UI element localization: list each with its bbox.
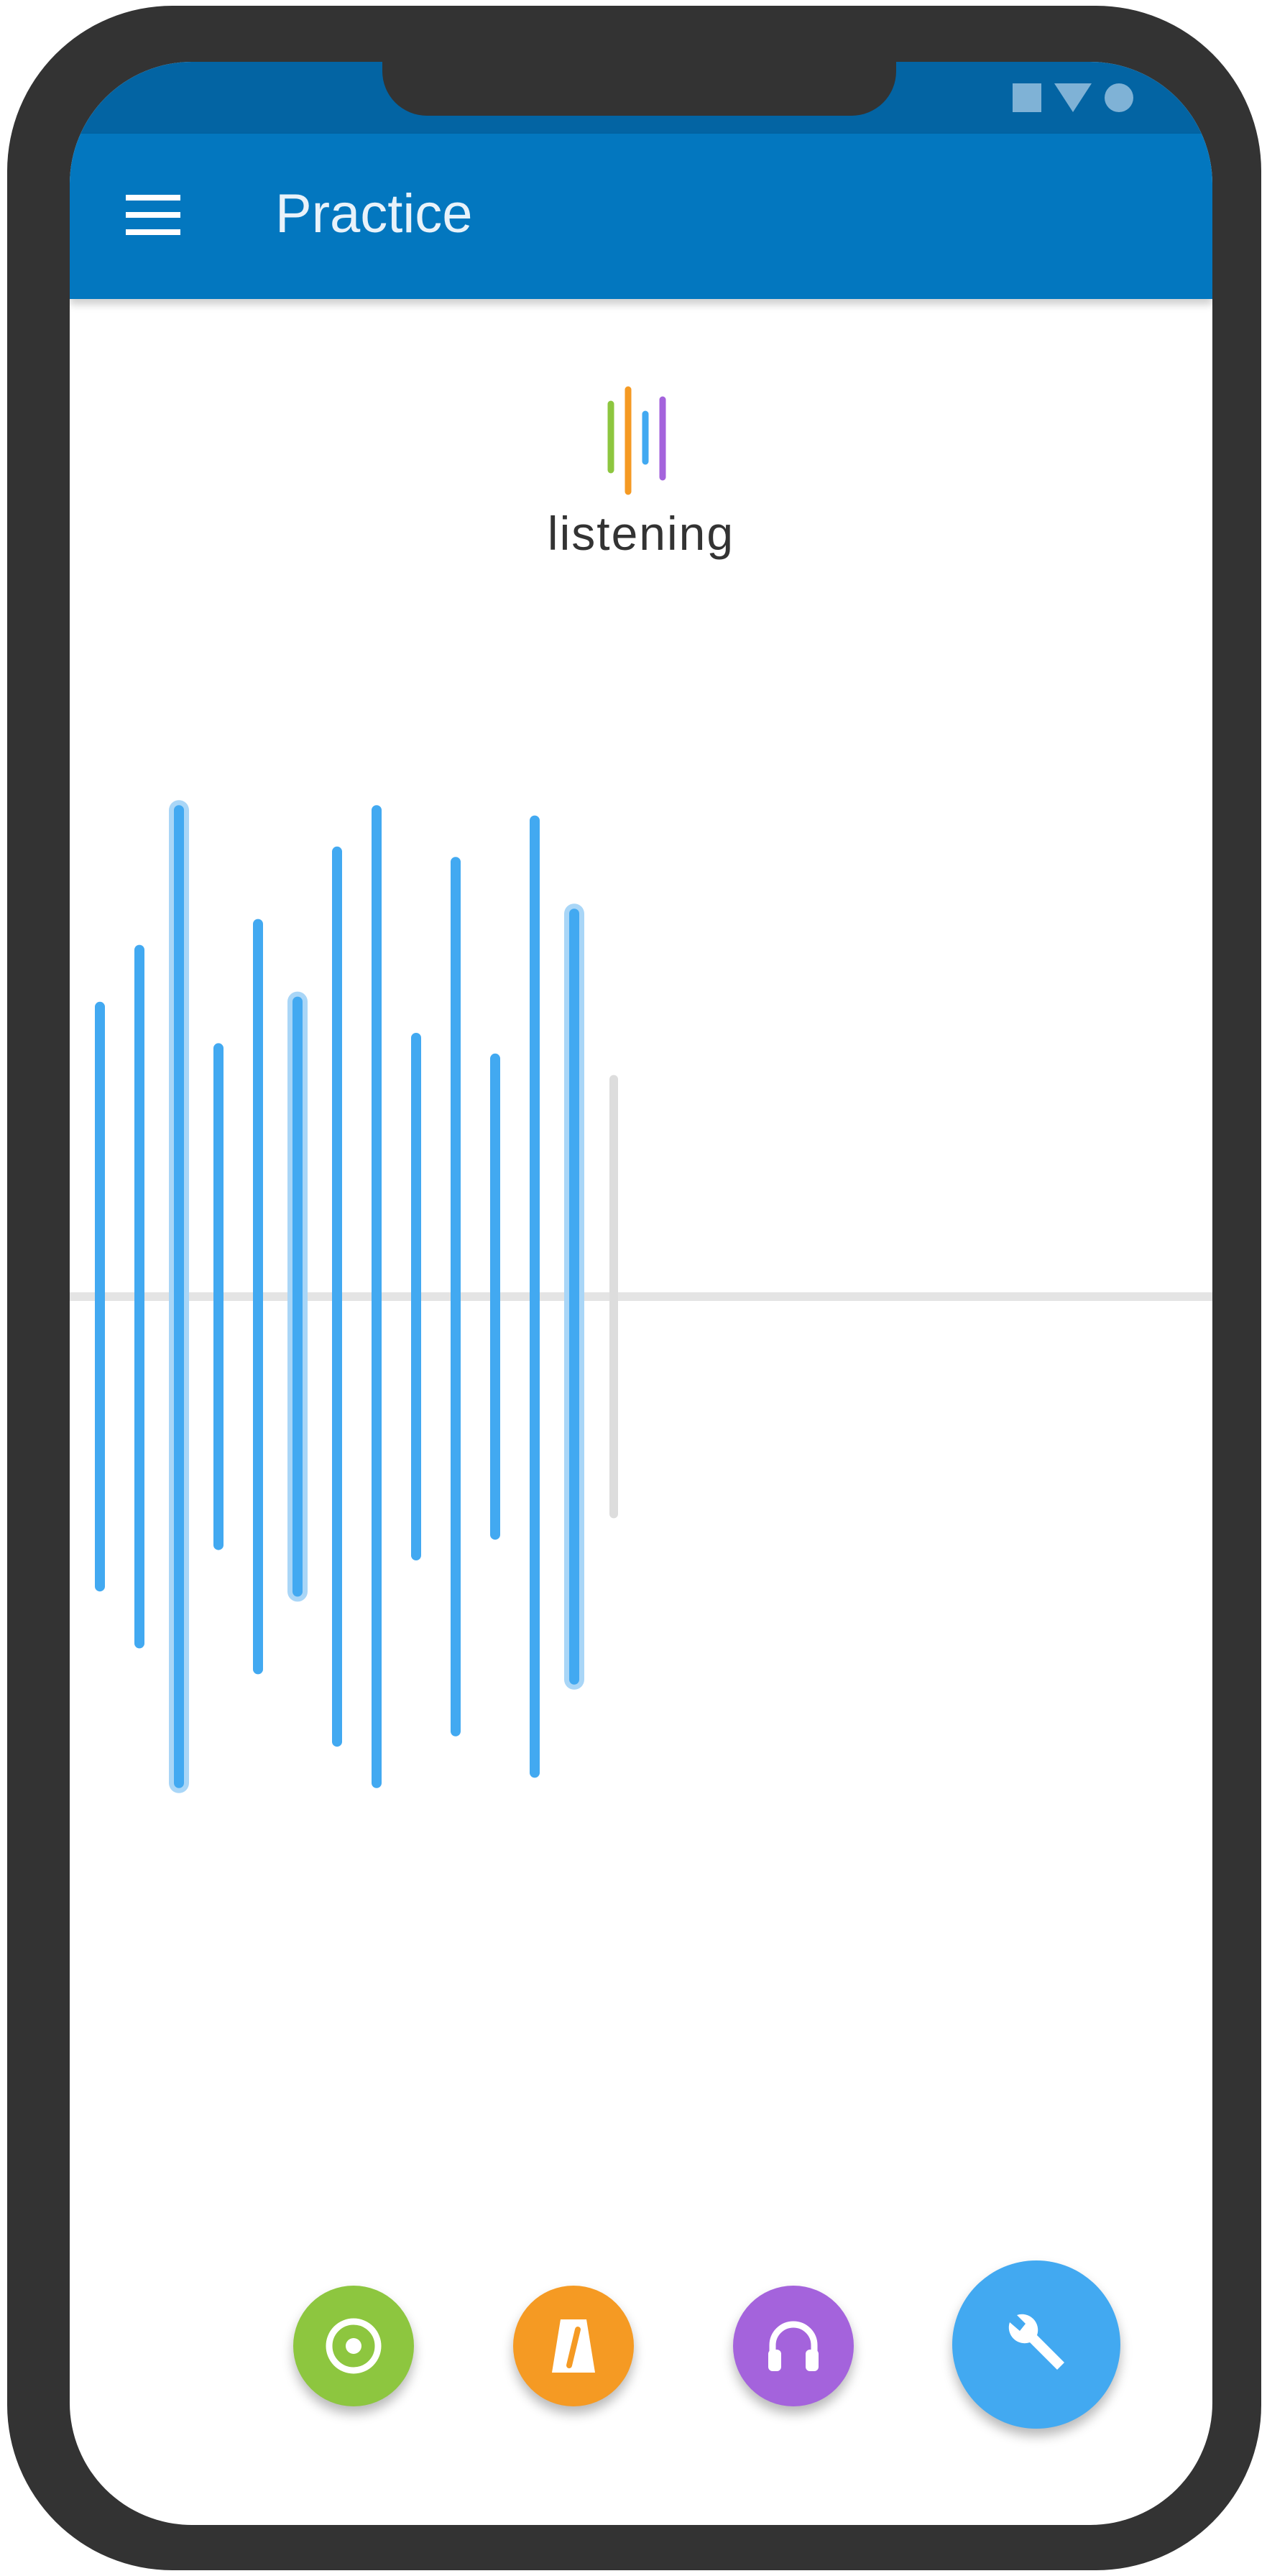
audio-waveform — [95, 800, 618, 1793]
listening-bars-icon — [607, 386, 666, 495]
menu-icon[interactable] — [126, 195, 180, 235]
listening-status-label: listening — [547, 507, 735, 560]
circle-icon — [1105, 83, 1133, 112]
headphones-icon — [768, 2321, 819, 2371]
metronome-button[interactable] — [513, 2286, 634, 2406]
tools-button[interactable] — [952, 2260, 1120, 2429]
phone-frame: Practice listening — [7, 6, 1261, 2570]
square-icon — [1013, 83, 1041, 112]
wifi-triangle-icon — [1054, 83, 1092, 112]
status-icons — [1013, 83, 1133, 112]
waveform-baseline — [70, 1292, 1212, 1301]
page-title: Practice — [275, 183, 473, 244]
phone-screen: Practice listening — [70, 62, 1212, 2525]
wrench-icon — [1008, 2314, 1064, 2370]
tuner-target-icon — [326, 2318, 382, 2374]
camera-notch — [382, 62, 896, 116]
app-bar: Practice — [70, 134, 1212, 299]
metronome-icon — [552, 2319, 595, 2373]
headphones-button[interactable] — [733, 2286, 854, 2406]
tuner-button[interactable] — [293, 2286, 414, 2406]
